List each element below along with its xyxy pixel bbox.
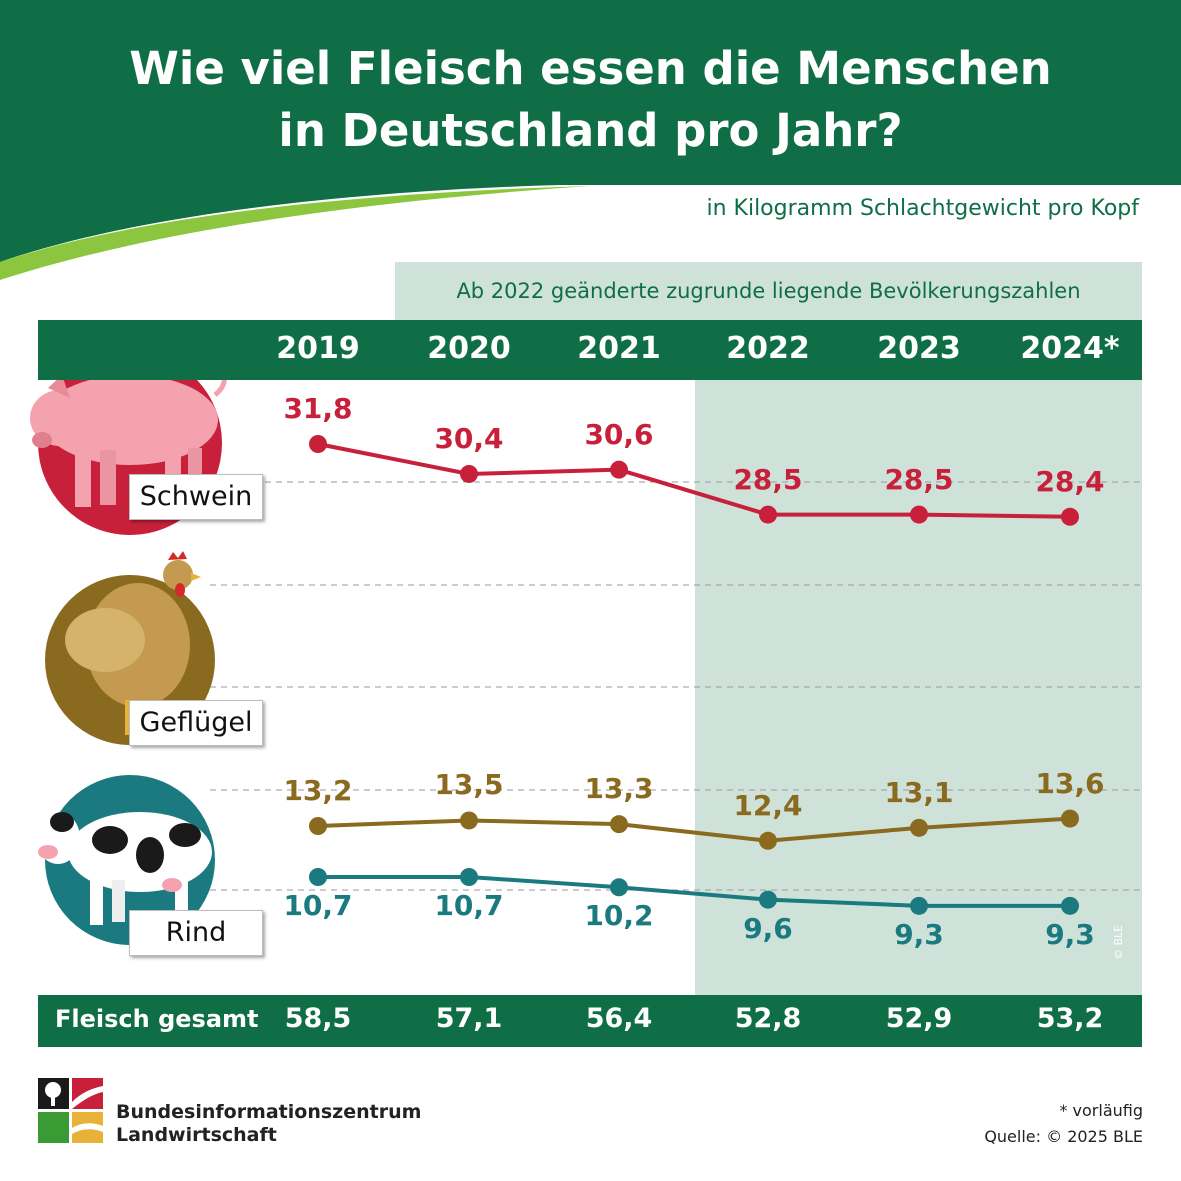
year-label-2023: 2023 — [877, 331, 961, 366]
data-label: 28,5 — [884, 462, 954, 496]
data-point — [309, 817, 327, 835]
total-label: Fleisch gesamt — [55, 1005, 259, 1033]
series-line-1 — [317, 816, 1071, 843]
year-label-2020: 2020 — [427, 331, 511, 366]
series-layer — [309, 435, 1079, 915]
total-value: 53,2 — [1036, 1003, 1104, 1034]
data-point — [309, 868, 327, 886]
header-background — [0, 0, 1181, 262]
source-text: Quelle: © 2025 BLE — [984, 1127, 1143, 1146]
total-bar — [38, 995, 1142, 1047]
year-label-2019: 2019 — [276, 331, 360, 366]
cow-icon — [36, 775, 215, 945]
data-point — [1061, 507, 1079, 526]
total-value: 57,1 — [435, 1003, 503, 1034]
data-label: 9,3 — [894, 917, 944, 951]
chart-subtitle: in Kilogramm Schlachtgewicht pro Kopf — [706, 196, 1139, 221]
series-line-0 — [317, 442, 1071, 519]
data-label: 13,6 — [1035, 766, 1105, 800]
series-line-2 — [318, 875, 1070, 908]
data-point — [460, 868, 478, 886]
data-point — [1061, 809, 1079, 828]
data-label: 13,2 — [283, 774, 353, 807]
title-line-2: in Deutschland pro Jahr? — [278, 104, 903, 157]
data-point — [610, 460, 628, 479]
data-label: 31,8 — [283, 392, 353, 425]
data-label: 9,3 — [1045, 917, 1095, 951]
footnote-preliminary: * vorläufig — [1059, 1101, 1143, 1120]
data-label: 30,6 — [584, 417, 654, 451]
label-schwein: Schwein — [129, 474, 263, 520]
data-label: 9,6 — [743, 911, 793, 945]
year-label-2022: 2022 — [726, 331, 810, 366]
guide-lines — [210, 481, 1142, 891]
data-label: 30,4 — [434, 421, 504, 455]
total-value: 52,8 — [734, 1003, 802, 1034]
data-point — [610, 878, 628, 897]
data-point — [910, 818, 928, 837]
data-label: 10,7 — [434, 889, 504, 922]
data-point — [759, 890, 777, 909]
organization-name: Bundesinformationszentrum Landwirtschaft — [116, 1101, 421, 1147]
data-point — [759, 505, 777, 524]
data-label: 28,4 — [1035, 464, 1105, 498]
year-label-2024: 2024* — [1020, 331, 1120, 366]
header-swoosh — [0, 186, 590, 280]
ble-logo-icon — [38, 1078, 103, 1143]
data-point — [460, 464, 478, 483]
data-point — [309, 435, 327, 453]
data-point — [910, 505, 928, 524]
data-label: 28,5 — [733, 462, 803, 496]
year-label-2021: 2021 — [577, 331, 661, 366]
total-value: 56,4 — [585, 1003, 653, 1034]
data-point — [460, 811, 478, 830]
population-note: Ab 2022 geänderte zugrunde liegende Bevö… — [395, 262, 1142, 320]
total-value: 52,9 — [885, 1003, 953, 1034]
year-header-bar — [38, 320, 1142, 380]
data-point — [1061, 896, 1079, 915]
footnote: * vorläufig Quelle: © 2025 BLE — [984, 1098, 1143, 1150]
page-title: Wie viel Fleisch essen die Menschen in D… — [0, 38, 1181, 162]
data-label: 13,1 — [884, 775, 954, 809]
data-label: 13,3 — [584, 772, 654, 806]
data-label: 13,5 — [434, 768, 504, 802]
copyright-vertical: © BLE — [1112, 924, 1125, 960]
org-line-2: Landwirtschaft — [116, 1124, 277, 1146]
data-point — [910, 896, 928, 915]
label-rind: Rind — [129, 910, 263, 956]
data-point — [610, 815, 628, 834]
title-line-1: Wie viel Fleisch essen die Menschen — [129, 42, 1052, 95]
org-line-1: Bundesinformationszentrum — [116, 1101, 422, 1123]
data-label: 12,4 — [733, 788, 803, 822]
total-value: 58,5 — [284, 1003, 352, 1034]
data-point — [759, 831, 777, 850]
label-gefluegel: Geflügel — [129, 700, 263, 746]
data-label: 10,2 — [584, 899, 654, 933]
data-label: 10,7 — [283, 889, 353, 922]
